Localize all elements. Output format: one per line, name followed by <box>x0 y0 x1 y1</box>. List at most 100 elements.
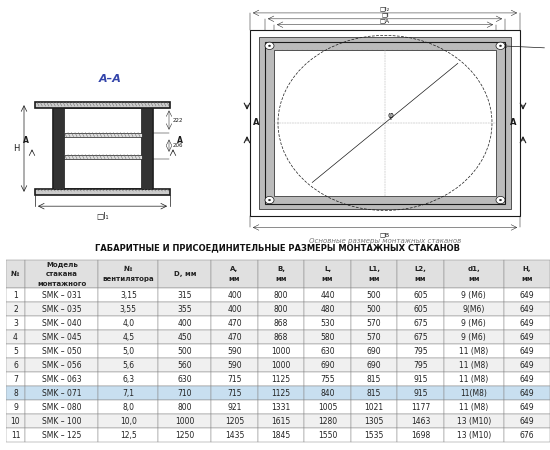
Text: 649: 649 <box>519 305 534 314</box>
Bar <box>6 330 25 344</box>
Bar <box>258 358 304 372</box>
Bar <box>211 344 258 358</box>
Bar <box>25 358 98 372</box>
Text: 1000: 1000 <box>271 347 291 356</box>
Text: монтажного: монтажного <box>37 281 86 287</box>
Bar <box>211 358 258 372</box>
Text: 440: 440 <box>320 291 335 300</box>
Text: стакана: стакана <box>46 271 78 277</box>
Text: □l₁: □l₁ <box>96 212 109 221</box>
Bar <box>503 302 550 316</box>
Text: 690: 690 <box>367 347 381 356</box>
Text: 868: 868 <box>274 319 288 328</box>
Text: 1: 1 <box>13 291 18 300</box>
Text: SMK – 080: SMK – 080 <box>42 403 82 412</box>
Bar <box>274 50 496 196</box>
Circle shape <box>499 45 502 47</box>
Text: L,: L, <box>324 266 331 272</box>
Text: 13 (M10): 13 (M10) <box>456 431 491 440</box>
Bar <box>52 108 63 189</box>
Bar <box>503 372 550 387</box>
Text: 795: 795 <box>413 347 428 356</box>
Text: 690: 690 <box>367 361 381 370</box>
Circle shape <box>265 196 274 204</box>
Text: SMK – 035: SMK – 035 <box>42 305 82 314</box>
Circle shape <box>265 42 274 50</box>
Bar <box>444 400 503 414</box>
Text: SMK – 056: SMK – 056 <box>42 361 82 370</box>
Text: Модель: Модель <box>46 261 78 267</box>
Text: 9(M6): 9(M6) <box>463 305 485 314</box>
Bar <box>397 316 444 330</box>
Bar <box>258 400 304 414</box>
Text: 13 (M10): 13 (M10) <box>456 417 491 426</box>
Text: 1125: 1125 <box>272 389 290 398</box>
Text: мм: мм <box>229 276 240 282</box>
Bar <box>351 358 397 372</box>
Text: 649: 649 <box>519 347 534 356</box>
Bar <box>503 387 550 400</box>
Text: 3: 3 <box>13 319 18 328</box>
Bar <box>98 358 158 372</box>
Bar <box>397 288 444 302</box>
Text: 315: 315 <box>178 291 192 300</box>
Bar <box>250 30 520 216</box>
Bar <box>304 358 351 372</box>
Bar <box>304 260 351 288</box>
Text: вентилятора: вентилятора <box>102 276 154 282</box>
Bar <box>304 316 351 330</box>
Text: 4: 4 <box>13 333 18 342</box>
Bar <box>444 372 503 387</box>
Bar <box>98 316 158 330</box>
Text: φ: φ <box>388 111 393 120</box>
Bar <box>6 400 25 414</box>
Text: 400: 400 <box>227 291 242 300</box>
Bar <box>25 428 98 442</box>
Bar <box>351 316 397 330</box>
Bar <box>503 428 550 442</box>
Bar <box>304 302 351 316</box>
Text: 3,55: 3,55 <box>120 305 137 314</box>
Bar <box>444 358 503 372</box>
Bar <box>6 316 25 330</box>
Bar <box>211 400 258 414</box>
Bar <box>158 302 211 316</box>
Text: 500: 500 <box>367 305 381 314</box>
Text: мм: мм <box>415 276 426 282</box>
Text: 7: 7 <box>13 375 18 384</box>
Text: 7,1: 7,1 <box>122 389 134 398</box>
Text: 1615: 1615 <box>272 417 291 426</box>
Bar <box>397 344 444 358</box>
Text: 4,5: 4,5 <box>122 333 134 342</box>
Bar <box>503 316 550 330</box>
Bar <box>98 330 158 344</box>
Bar <box>444 316 503 330</box>
Bar <box>503 400 550 414</box>
Bar <box>35 189 170 195</box>
Text: SMK – 031: SMK – 031 <box>42 291 82 300</box>
Bar <box>98 428 158 442</box>
Bar <box>98 372 158 387</box>
Text: 649: 649 <box>519 403 534 412</box>
Text: □l₂: □l₂ <box>380 6 390 11</box>
Text: 11(M8): 11(M8) <box>460 389 487 398</box>
Text: 1535: 1535 <box>364 431 384 440</box>
Bar <box>351 414 397 428</box>
Bar <box>158 288 211 302</box>
Text: 1000: 1000 <box>175 417 195 426</box>
Text: L1,: L1, <box>368 266 380 272</box>
Text: 649: 649 <box>519 291 534 300</box>
Text: 470: 470 <box>227 333 242 342</box>
Bar <box>258 428 304 442</box>
Bar <box>258 414 304 428</box>
Text: мм: мм <box>521 276 532 282</box>
Text: 921: 921 <box>227 403 242 412</box>
Bar <box>304 330 351 344</box>
Text: 11 (M8): 11 (M8) <box>459 375 488 384</box>
Text: 4,0: 4,0 <box>122 319 134 328</box>
Text: 2: 2 <box>13 305 18 314</box>
Bar <box>351 372 397 387</box>
Text: 9 (M6): 9 (M6) <box>461 319 486 328</box>
Bar <box>6 288 25 302</box>
Text: 570: 570 <box>367 333 381 342</box>
